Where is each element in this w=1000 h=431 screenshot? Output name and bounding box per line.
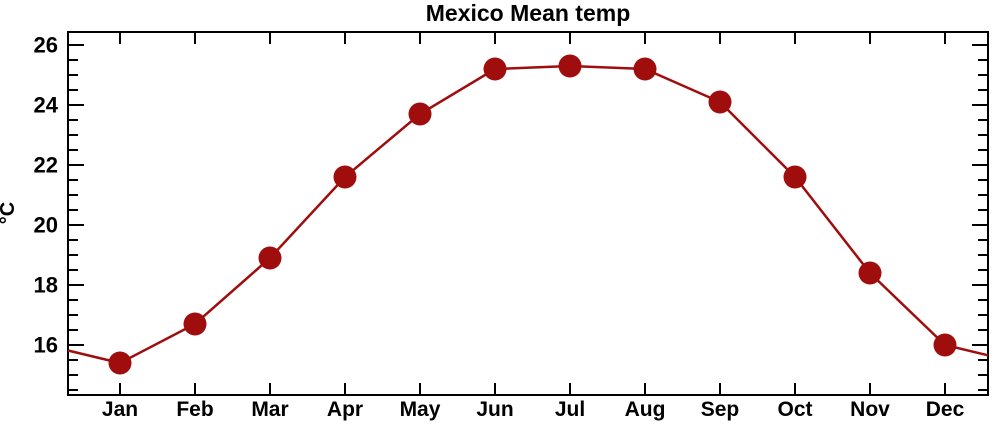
data-point-nov [858, 261, 882, 285]
x-tick-label: Mar [251, 398, 288, 421]
x-tick-label: Oct [777, 398, 812, 421]
data-point-oct [783, 165, 807, 189]
y-tick-label: 22 [34, 153, 58, 178]
y-tick-label: 16 [34, 333, 58, 358]
x-tick-label: Apr [327, 398, 363, 421]
y-tick-label: 24 [34, 93, 59, 118]
data-point-jan [108, 351, 132, 375]
x-tick-label: May [400, 398, 441, 421]
x-tick-label: Jul [555, 398, 585, 421]
x-tick-label: Jan [102, 398, 138, 421]
y-tick-label: 18 [34, 273, 58, 298]
x-tick-label: Sep [701, 398, 740, 421]
y-tick-label: 26 [34, 33, 58, 58]
data-point-jul [558, 54, 582, 78]
data-point-dec [933, 333, 957, 357]
chart-title: Mexico Mean temp [426, 0, 631, 26]
data-point-aug [633, 57, 657, 81]
x-tick-label: Dec [926, 398, 965, 421]
temperature-line [67, 64, 989, 365]
series-layer [67, 54, 989, 375]
y-axis-label: °C [0, 202, 19, 224]
x-tick-label: Feb [176, 398, 213, 421]
data-point-mar [258, 246, 282, 270]
axes-layer: 16 18 20 22 24 26 Jan Feb Mar Apr May Jun Jul Aug Sep O… [34, 31, 989, 421]
x-tick-label: Jun [476, 398, 513, 421]
x-tick-label: Nov [850, 398, 890, 421]
data-point-sep [708, 90, 732, 114]
x-tick-label: Aug [625, 398, 666, 421]
data-point-jun [483, 57, 507, 81]
plot-frame [67, 31, 989, 396]
data-point-feb [183, 312, 207, 336]
y-tick-label: 20 [34, 213, 58, 238]
data-point-apr [333, 165, 357, 189]
data-point-may [408, 102, 432, 126]
